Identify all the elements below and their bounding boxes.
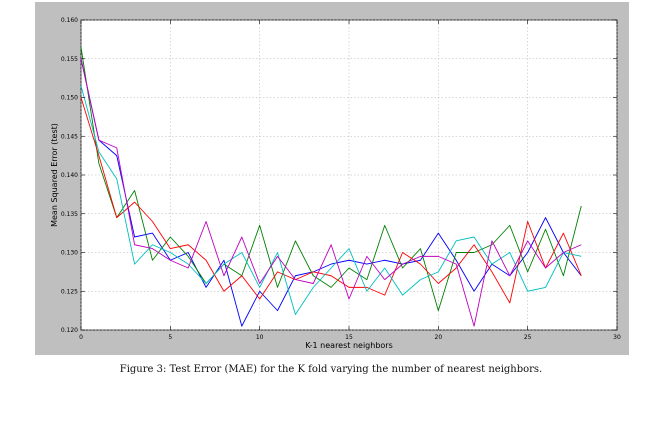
y-tick-label-3: 0.135 [61,211,78,218]
line-chart: 0 5 10 15 20 25 30 0.120 0.125 0.130 0.135 0.140 0.1… [50,17,621,350]
x-tick-label-5: 25 [524,334,532,341]
y-axis-label: Mean Squared Error (test) [50,123,59,227]
y-tick-label-7: 0.155 [61,56,78,63]
y-tick-label-8: 0.160 [61,17,78,24]
series-line-1 [80,58,582,327]
series-line-3 [80,97,582,304]
series-line-2 [80,47,582,312]
x-tick-label-2: 10 [256,334,264,341]
x-tick-label-4: 20 [435,334,443,341]
axis-ticks: 0 5 10 15 20 25 30 0.120 0.125 0.130 0.135 0.140 0.1… [61,17,621,341]
y-tick-label-2: 0.130 [61,250,78,257]
y-tick-label-5: 0.145 [61,133,78,140]
y-tick-label-1: 0.125 [61,288,78,295]
x-tick-label-6: 30 [613,334,621,341]
figure-caption: Figure 3: Test Error (MAE) for the K fol… [119,364,543,375]
series-line-5 [80,58,582,327]
y-tick-label-0: 0.120 [61,327,78,334]
y-tick-label-4: 0.140 [61,172,78,179]
x-tick-label-0: 0 [79,334,83,341]
x-tick-label-1: 5 [168,334,172,341]
series-lines [80,47,582,327]
figure-panel: 0 5 10 15 20 25 30 0.120 0.125 0.130 0.135 0.140 0.1… [35,2,629,355]
y-tick-label-6: 0.150 [61,95,78,102]
x-tick-label-3: 15 [345,334,353,341]
x-axis-label: K-1 nearest neighbors [305,341,393,350]
series-line-4 [80,85,582,315]
